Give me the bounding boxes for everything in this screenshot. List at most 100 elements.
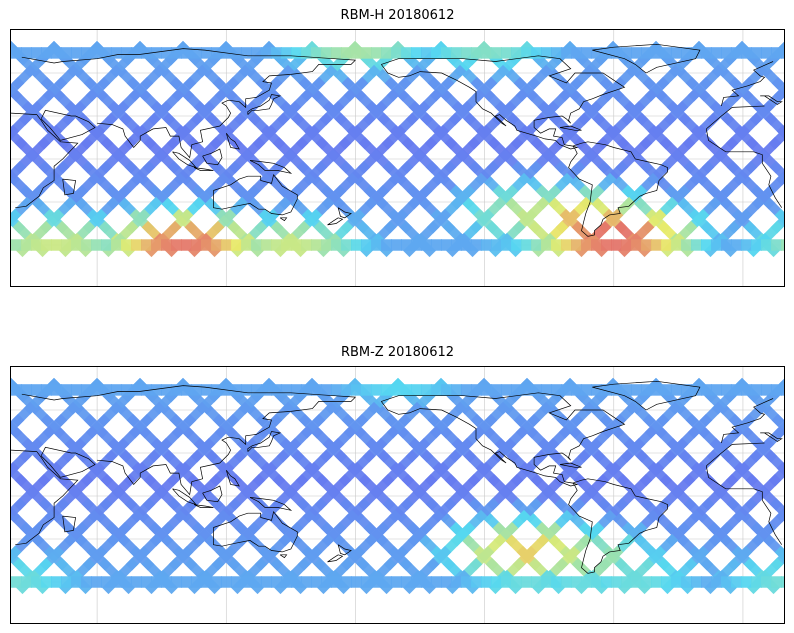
polar-band-cell xyxy=(361,239,372,251)
polar-band-cell xyxy=(161,47,172,59)
coastline xyxy=(760,95,783,105)
polar-band-cell xyxy=(281,239,292,251)
polar-band-cell xyxy=(181,47,192,59)
polar-band-cell xyxy=(231,239,242,251)
polar-band-cell xyxy=(591,384,602,396)
polar-band-cell xyxy=(531,384,542,396)
polar-band-cell xyxy=(101,239,112,251)
polar-band-cell xyxy=(151,47,162,59)
polar-band-cell xyxy=(241,384,252,396)
polar-band-cell xyxy=(771,384,782,396)
polar-band-cell xyxy=(341,384,352,396)
polar-band-cell xyxy=(591,576,602,588)
coastline xyxy=(97,396,356,496)
polar-band-cell xyxy=(31,47,42,59)
polar-band-cell xyxy=(701,384,712,396)
polar-band-cell xyxy=(761,576,772,588)
polar-band-cell xyxy=(11,576,22,588)
polar-band-cell xyxy=(761,384,772,396)
coastline xyxy=(249,160,293,174)
polar-band-cell xyxy=(291,384,302,396)
polar-band-cell xyxy=(341,576,352,588)
polar-band-cell xyxy=(231,384,242,396)
coastline xyxy=(62,178,77,196)
polar-band-cell xyxy=(641,384,652,396)
polar-band-cell xyxy=(261,384,272,396)
polar-band-cell xyxy=(251,239,262,251)
polar-band-cell xyxy=(51,384,62,396)
polar-band-cell xyxy=(491,47,502,59)
polar-band-cell xyxy=(611,384,622,396)
polar-band-cell xyxy=(141,239,152,251)
polar-band-cell xyxy=(71,576,82,588)
swath-segment xyxy=(771,76,784,96)
polar-band-cell xyxy=(201,47,212,59)
polar-band-cell xyxy=(121,47,132,59)
polar-band-cell xyxy=(661,576,672,588)
polar-band-cell xyxy=(431,384,442,396)
coastline xyxy=(11,449,79,546)
polar-band-cell xyxy=(211,239,222,251)
polar-band-cell xyxy=(221,239,232,251)
polar-band-cell xyxy=(561,384,572,396)
polar-band-cell xyxy=(671,239,682,251)
polar-band-cell xyxy=(331,47,342,59)
polar-band-cell xyxy=(261,47,272,59)
map-title-rbm-h: RBM-H 20180612 xyxy=(340,8,455,23)
satellite-swaths xyxy=(11,377,784,595)
polar-band-cell xyxy=(471,47,482,59)
polar-band-cell xyxy=(381,239,392,251)
polar-band-cell xyxy=(621,384,632,396)
polar-band-cell xyxy=(321,47,332,59)
polar-band-cell xyxy=(671,47,682,59)
polar-band-cell xyxy=(601,47,612,59)
swath-segment xyxy=(11,208,22,226)
coastline xyxy=(62,515,77,533)
swath-segment xyxy=(11,545,22,563)
polar-band-cell xyxy=(691,239,702,251)
polar-band-cell xyxy=(521,384,532,396)
polar-band-cell xyxy=(701,47,712,59)
polar-band-cell xyxy=(311,239,322,251)
polar-band-cell xyxy=(81,239,92,251)
polar-band-cell xyxy=(211,576,222,588)
polar-band-cell xyxy=(781,239,784,251)
polar-band-cell xyxy=(701,576,712,588)
polar-band-cell xyxy=(171,384,182,396)
polar-band-cell xyxy=(491,239,502,251)
polar-band-cell xyxy=(611,239,622,251)
coastline xyxy=(559,125,582,131)
polar-band-cell xyxy=(581,384,592,396)
polar-band-cell xyxy=(51,239,62,251)
polar-band-cell xyxy=(11,47,22,59)
polar-band-cell xyxy=(251,384,262,396)
polar-band-cell xyxy=(751,384,762,396)
coastline xyxy=(40,446,96,478)
polar-band-cell xyxy=(131,384,142,396)
polar-band-cell xyxy=(601,576,612,588)
polar-band-cell xyxy=(671,576,682,588)
coastline xyxy=(97,59,356,159)
coastline xyxy=(327,554,344,563)
polar-band-cell xyxy=(661,384,672,396)
polar-band-cell xyxy=(581,576,592,588)
polar-band-cell xyxy=(781,576,784,588)
polar-band-cell xyxy=(111,384,122,396)
polar-band-cell xyxy=(301,576,312,588)
polar-band-cell xyxy=(151,384,162,396)
polar-band-cell xyxy=(601,239,612,251)
polar-band-cell xyxy=(641,47,652,59)
polar-band-cell xyxy=(491,576,502,588)
polar-band-cell xyxy=(741,384,752,396)
polar-band-cell xyxy=(521,576,532,588)
polar-band-cell xyxy=(11,384,22,396)
polar-band-cell xyxy=(81,384,92,396)
polar-band-cell xyxy=(481,384,492,396)
polar-band-cell xyxy=(711,384,722,396)
polar-band-cell xyxy=(541,576,552,588)
polar-band-cell xyxy=(31,384,42,396)
polar-band-cell xyxy=(501,47,512,59)
polar-band-cell xyxy=(71,384,82,396)
polar-band-cell xyxy=(511,384,522,396)
polar-band-cell xyxy=(751,47,762,59)
